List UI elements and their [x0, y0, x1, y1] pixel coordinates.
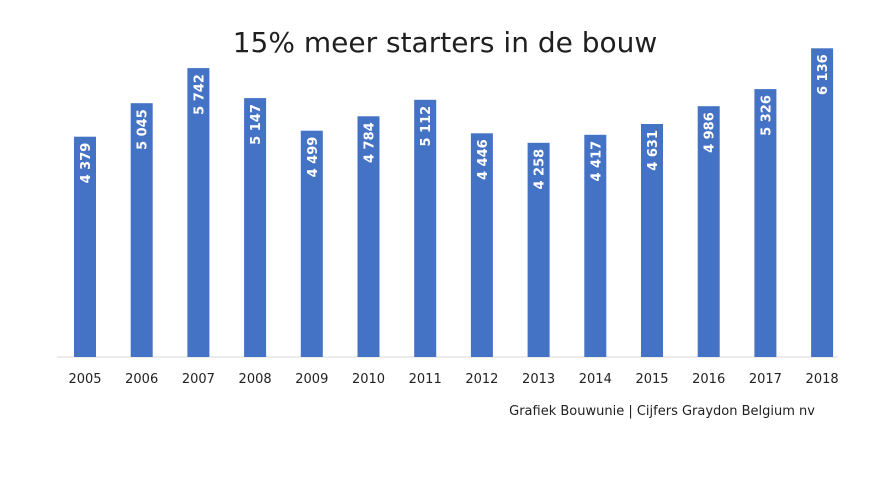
- data-label-2006: 5 045: [136, 109, 151, 150]
- x-axis-tick-labels: 2005 2006 2007 2008 2009 2010 2011 2012 2013 2014…: [68, 372, 838, 387]
- x-tick-2014: 2014: [579, 372, 612, 387]
- source-note: Grafiek Bouwunie | Cijfers Graydon Belgi…: [509, 404, 815, 419]
- data-label-2011: 5 112: [419, 106, 434, 147]
- data-label-2009: 4 499: [306, 137, 321, 178]
- bar-series: [74, 48, 834, 358]
- bar-2005: [74, 136, 96, 357]
- x-tick-2013: 2013: [522, 372, 555, 387]
- bar-2016: [697, 106, 720, 357]
- bar-2010: [357, 116, 380, 357]
- bar-2012: [470, 133, 493, 357]
- x-tick-2017: 2017: [749, 372, 782, 387]
- bar-2013: [527, 142, 550, 357]
- bar-2008: [244, 98, 267, 357]
- x-tick-2011: 2011: [409, 372, 442, 387]
- data-label-2008: 5 147: [249, 104, 264, 145]
- data-label-2014: 4 417: [589, 141, 604, 182]
- bar-2018: [811, 48, 834, 358]
- data-label-2017: 5 326: [759, 95, 774, 136]
- bar-2014: [584, 134, 607, 357]
- x-tick-2005: 2005: [68, 372, 101, 387]
- bar-2007: [187, 68, 210, 357]
- data-label-2015: 4 631: [646, 130, 661, 171]
- data-label-2010: 4 784: [363, 122, 378, 163]
- data-label-2007: 5 742: [192, 74, 207, 115]
- x-tick-2009: 2009: [295, 372, 328, 387]
- x-tick-2016: 2016: [692, 372, 725, 387]
- x-tick-2015: 2015: [635, 372, 668, 387]
- bar-2009: [300, 130, 323, 357]
- chart-title: 15% meer starters in de bouw: [233, 26, 658, 59]
- data-label-2016: 4 986: [703, 112, 718, 153]
- data-label-2005: 4 379: [79, 143, 94, 184]
- x-tick-2008: 2008: [239, 372, 272, 387]
- bar-2017: [754, 89, 777, 357]
- data-label-2012: 4 446: [476, 139, 491, 180]
- x-tick-2006: 2006: [125, 372, 158, 387]
- bar-2015: [641, 124, 663, 357]
- x-tick-2012: 2012: [465, 372, 498, 387]
- data-label-2013: 4 258: [533, 149, 548, 190]
- x-tick-2007: 2007: [182, 372, 215, 387]
- data-labels: 4 379 5 045 5 742 5 147 4 499 4 784 5 112 4 446…: [79, 54, 831, 189]
- x-tick-2018: 2018: [806, 372, 839, 387]
- data-label-2018: 6 136: [816, 54, 831, 95]
- x-tick-2010: 2010: [352, 372, 385, 387]
- bar-2011: [414, 99, 437, 358]
- bar-2006: [130, 103, 153, 357]
